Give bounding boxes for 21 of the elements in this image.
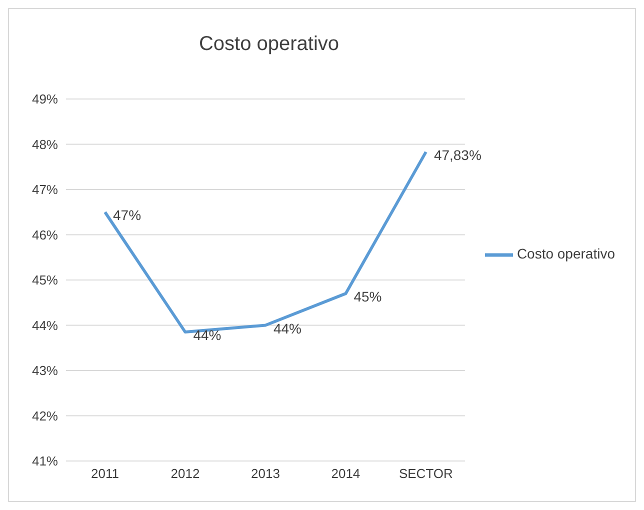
data-label: 44% [273, 320, 302, 336]
y-tick-label: 41% [32, 454, 58, 469]
x-tick-label: 2014 [331, 466, 360, 482]
x-tick-label: SECTOR [398, 466, 453, 482]
legend-label: Costo operativo [516, 246, 615, 262]
y-tick-label: 47% [32, 182, 58, 198]
y-tick-label: 44% [32, 318, 58, 333]
y-tick-label: 42% [32, 408, 58, 424]
x-tick-label: 2011 [91, 466, 119, 482]
y-tick-label: 49% [32, 92, 58, 107]
data-label: 44% [193, 327, 222, 344]
x-tick-label: 2012 [170, 466, 200, 482]
data-label: 45% [354, 288, 382, 305]
x-tick-label: 2013 [251, 466, 280, 482]
y-tick-label: 43% [32, 363, 58, 378]
y-tick-label: 45% [32, 272, 58, 288]
data-label: 47,83% [434, 146, 482, 163]
data-label: 47% [113, 207, 142, 224]
chart-title: Costo operativo [198, 33, 340, 56]
y-tick-label: 46% [32, 227, 58, 242]
y-tick-label: 48% [32, 136, 58, 152]
